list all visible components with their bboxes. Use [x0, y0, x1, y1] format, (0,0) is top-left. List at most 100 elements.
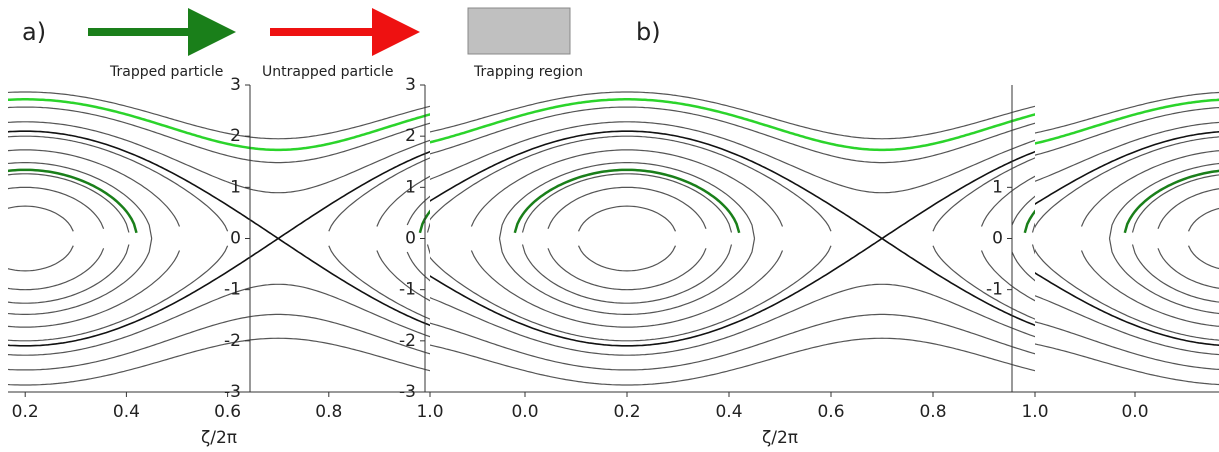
y-tick-label: -2 — [224, 331, 241, 351]
y-tick-label: 1 — [992, 177, 1003, 197]
legend-label: Untrapped particle — [262, 64, 393, 80]
streamline — [1035, 321, 1219, 370]
x-tick-label: 0.6 — [817, 402, 844, 422]
streamline — [1035, 91, 1219, 134]
x-tick-label: 1.0 — [416, 402, 443, 422]
streamline — [430, 245, 1035, 342]
streamline — [430, 313, 1035, 371]
streamline — [1035, 295, 1219, 356]
streamline — [8, 121, 430, 194]
x-tick-label: 0.0 — [1121, 402, 1148, 422]
streamline — [8, 149, 430, 227]
y-tick-label: -1 — [224, 280, 241, 300]
streamline — [8, 168, 430, 234]
streamline — [1035, 121, 1219, 182]
x-tick-label: 0.2 — [12, 402, 39, 422]
streamline — [430, 121, 1035, 194]
streamline — [1157, 248, 1219, 289]
x-tick-label: 0.2 — [613, 402, 640, 422]
legend-label: Trapped particle — [109, 64, 223, 80]
streamline — [521, 244, 1035, 304]
streamline — [577, 205, 677, 232]
streamline — [8, 245, 74, 272]
y-tick-label: -2 — [399, 331, 416, 351]
panel-label: a) — [22, 18, 46, 46]
streamlines — [1035, 91, 1219, 386]
streamline — [513, 168, 1035, 234]
streamline — [8, 106, 430, 164]
streamline — [1108, 162, 1219, 239]
streamline — [1035, 131, 1219, 205]
streamline — [8, 237, 430, 347]
x-axis-label: ζ/2π — [201, 428, 237, 448]
y-tick-label: 1 — [230, 177, 241, 197]
streamline — [8, 337, 430, 386]
streamline — [1035, 107, 1219, 156]
streamline — [498, 162, 1035, 239]
x-tick-label: 0.0 — [511, 402, 538, 422]
streamline — [8, 244, 430, 304]
panel: 0.0 0.2 0.4 0.6 0.8 1.0 3 2 1 0 -1 -2 -3 ζ/2π — [399, 75, 1048, 448]
streamline — [547, 186, 707, 229]
streamline — [1131, 244, 1219, 303]
streamline — [1035, 343, 1219, 386]
streamline — [1080, 250, 1219, 327]
panel-label: b) — [636, 18, 661, 46]
streamline — [1157, 188, 1219, 229]
streamline — [430, 91, 1035, 140]
streamline — [8, 173, 430, 233]
legend-swatch — [467, 7, 571, 55]
y-tick-label: -3 — [224, 382, 241, 402]
streamline — [577, 245, 677, 272]
y-tick-label: -1 — [986, 280, 1003, 300]
x-axis-label: ζ/2π — [762, 428, 798, 448]
streamline — [1108, 238, 1219, 315]
streamline — [430, 337, 1035, 386]
streamline — [8, 135, 430, 232]
streamline — [8, 91, 430, 140]
streamline — [430, 130, 1035, 240]
streamline — [1035, 136, 1219, 229]
y-tick-label: -3 — [399, 382, 416, 402]
y-tick-label: 2 — [405, 126, 416, 146]
y-tick-label: 2 — [230, 126, 241, 146]
streamline — [1123, 169, 1219, 234]
streamline — [8, 186, 105, 229]
x-tick-label: 0.8 — [315, 402, 342, 422]
x-tick-label: 1.0 — [1021, 402, 1048, 422]
streamline — [547, 248, 707, 291]
streamline — [8, 130, 430, 240]
streamline — [430, 135, 1035, 232]
streamline — [1080, 150, 1219, 227]
streamline — [1035, 98, 1219, 145]
x-tick-label: 0.8 — [919, 402, 946, 422]
streamline — [8, 248, 105, 291]
streamline — [8, 313, 430, 371]
legend-label: Trapping region — [473, 64, 583, 80]
streamline — [8, 283, 430, 356]
streamline — [430, 98, 1035, 152]
y-tick-label: 1 — [405, 177, 416, 197]
streamline — [430, 237, 1035, 347]
x-tick-label: 0.6 — [214, 402, 241, 422]
streamline — [1187, 245, 1219, 270]
y-tick-label: 0 — [230, 229, 241, 249]
streamline — [470, 250, 1035, 328]
y-tick-label: 0 — [405, 229, 416, 249]
streamline — [498, 238, 1035, 315]
y-tick-label: 3 — [230, 75, 241, 95]
streamline — [430, 283, 1035, 356]
streamline — [1131, 174, 1219, 233]
panel: 0.0 1 0 -1 — [986, 85, 1219, 422]
streamline — [8, 162, 430, 239]
streamlines — [8, 91, 430, 386]
streamline — [521, 173, 1035, 233]
streamline — [1187, 207, 1219, 232]
streamline — [8, 98, 430, 152]
streamline — [470, 149, 1035, 227]
streamlines — [430, 91, 1035, 386]
streamline — [8, 245, 430, 342]
streamline — [8, 238, 430, 315]
